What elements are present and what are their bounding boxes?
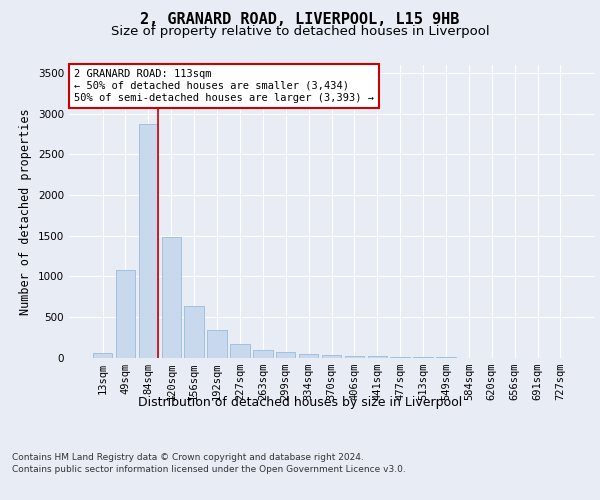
Y-axis label: Number of detached properties: Number of detached properties bbox=[19, 108, 32, 314]
Text: Size of property relative to detached houses in Liverpool: Size of property relative to detached ho… bbox=[110, 25, 490, 38]
Text: Contains public sector information licensed under the Open Government Licence v3: Contains public sector information licen… bbox=[12, 466, 406, 474]
Text: 2, GRANARD ROAD, LIVERPOOL, L15 9HB: 2, GRANARD ROAD, LIVERPOOL, L15 9HB bbox=[140, 12, 460, 26]
Bar bbox=[93, 354, 112, 358]
Bar bbox=[184, 306, 204, 358]
Bar bbox=[253, 350, 272, 358]
Bar bbox=[161, 238, 181, 358]
Bar bbox=[413, 357, 433, 358]
Bar bbox=[116, 270, 135, 358]
Bar bbox=[299, 354, 319, 358]
Text: 2 GRANARD ROAD: 113sqm
← 50% of detached houses are smaller (3,434)
50% of semi-: 2 GRANARD ROAD: 113sqm ← 50% of detached… bbox=[74, 70, 374, 102]
Bar bbox=[322, 354, 341, 358]
Bar bbox=[139, 124, 158, 358]
Bar bbox=[344, 356, 364, 358]
Text: Distribution of detached houses by size in Liverpool: Distribution of detached houses by size … bbox=[138, 396, 462, 409]
Bar bbox=[208, 330, 227, 357]
Text: Contains HM Land Registry data © Crown copyright and database right 2024.: Contains HM Land Registry data © Crown c… bbox=[12, 453, 364, 462]
Bar bbox=[230, 344, 250, 358]
Bar bbox=[368, 356, 387, 358]
Bar bbox=[391, 356, 410, 358]
Bar bbox=[276, 352, 295, 358]
